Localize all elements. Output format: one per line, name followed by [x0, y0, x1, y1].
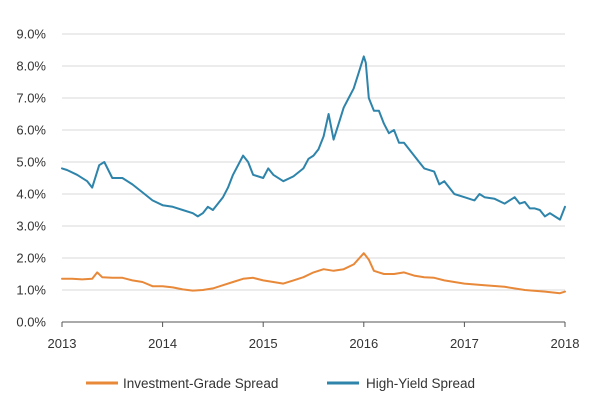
- legend-label-investment-grade: Investment-Grade Spread: [123, 376, 278, 391]
- x-tick-label: 2017: [450, 336, 479, 351]
- x-axis-tick-labels: 2013 2014 2015 2016 2017 2018: [48, 336, 580, 351]
- y-tick-label: 1.0%: [16, 283, 46, 298]
- y-axis-tick-labels: 0.0% 1.0% 2.0% 3.0% 4.0% 5.0% 6.0% 7.0% 8.0% 9.0%: [16, 27, 46, 330]
- series-line-investment-grade: [61, 252, 566, 295]
- x-tick-label: 2013: [48, 336, 77, 351]
- series-line-high-yield: [61, 55, 566, 221]
- x-tick-label: 2018: [551, 336, 580, 351]
- y-tick-label: 8.0%: [16, 59, 46, 74]
- x-tick-label: 2014: [148, 336, 177, 351]
- gridlines: [62, 33, 565, 291]
- y-tick-label: 5.0%: [16, 155, 46, 170]
- x-axis: [61, 321, 566, 327]
- x-tick-label: 2015: [249, 336, 278, 351]
- legend: Investment-Grade Spread High-Yield Sprea…: [86, 376, 475, 391]
- y-tick-label: 9.0%: [16, 27, 46, 42]
- y-tick-label: 2.0%: [16, 251, 46, 266]
- x-tick-label: 2016: [349, 336, 378, 351]
- y-tick-label: 6.0%: [16, 123, 46, 138]
- y-tick-label: 4.0%: [16, 187, 46, 202]
- y-tick-label: 7.0%: [16, 91, 46, 106]
- legend-label-high-yield: High-Yield Spread: [366, 376, 475, 391]
- y-tick-label: 3.0%: [16, 219, 46, 234]
- y-tick-label: 0.0%: [16, 315, 46, 330]
- series-lines: [61, 55, 566, 295]
